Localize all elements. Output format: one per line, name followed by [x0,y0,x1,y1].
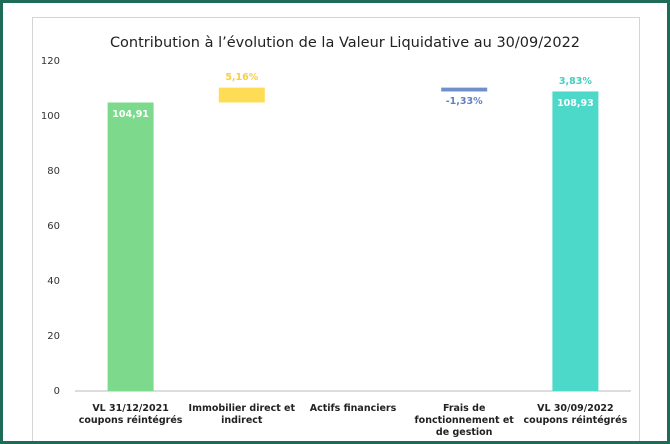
value-label: 104,91 [112,109,149,120]
contribution-label: 5,16% [225,72,258,83]
bar [552,91,599,391]
chart-frame [32,17,640,441]
y-tick-label: 60 [47,221,60,232]
x-tick-label: Frais de fonctionnement et de gestion [414,403,514,438]
bar [441,87,488,92]
y-tick-label: 0 [54,386,60,397]
x-tick-label: Immobilier direct et indirect [188,403,296,426]
y-tick-label: 40 [47,276,60,287]
bar [107,102,154,391]
contribution-label: 3,83% [559,76,592,87]
chart-title: Contribution à l’évolution de la Valeur … [110,35,580,51]
y-tick-label: 80 [47,166,60,177]
plot: Contribution à l’évolution de la Valeur … [41,35,631,397]
x-tick-label: VL 30/09/2022 coupons réintégrés [523,403,628,426]
x-tick-label: VL 31/12/2021 coupons réintégrés [78,403,183,426]
y-tick-label: 20 [47,331,60,342]
x-tick-label: Actifs financiers [309,403,397,414]
y-tick-label: 100 [41,111,60,122]
y-tick-label: 120 [41,56,60,67]
bar [218,87,265,103]
contribution-label: -1,33% [446,96,483,107]
value-label: 108,93 [557,98,594,109]
